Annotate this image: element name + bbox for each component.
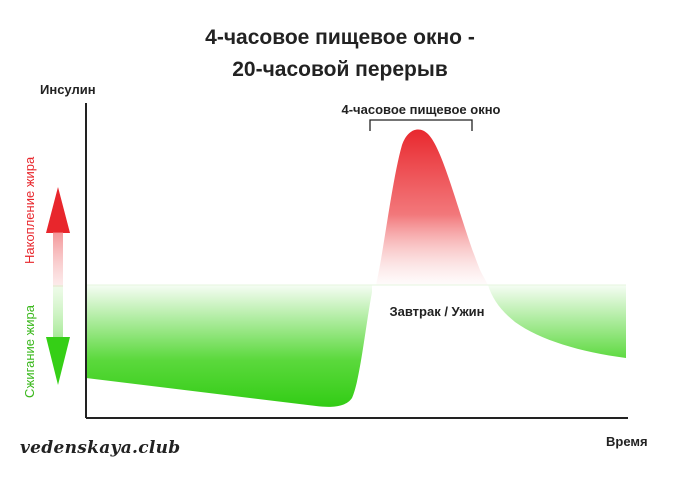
- storage-arrow-head: [46, 187, 70, 233]
- window-label: 4-часовое пищевое окно: [342, 102, 501, 117]
- burning-arrow-shaft: [53, 285, 63, 340]
- fat-storage-label: Накопление жира: [22, 156, 37, 264]
- watermark: vedenskaya.club: [20, 438, 181, 458]
- fat-storage-peak: [376, 129, 488, 285]
- storage-arrow-shaft: [53, 232, 63, 287]
- y-axis-label: Инсулин: [40, 82, 96, 97]
- x-axis-label: Время: [606, 434, 648, 449]
- title-line-1: 4-часовое пищевое окно -: [205, 26, 475, 49]
- legend-arrow: [46, 187, 70, 385]
- diagram-title: 4-часовое пищевое окно - 20-часовой пере…: [0, 22, 680, 86]
- fat-burning-area-right: [488, 285, 626, 358]
- title-line-2: 20-часовой перерыв: [232, 58, 448, 81]
- fat-burning-area-left: [86, 285, 372, 407]
- fat-burning-label: Сжигание жира: [22, 304, 37, 398]
- window-bracket: [369, 119, 473, 131]
- meal-label: Завтрак / Ужин: [389, 304, 484, 319]
- burning-arrow-head: [46, 337, 70, 385]
